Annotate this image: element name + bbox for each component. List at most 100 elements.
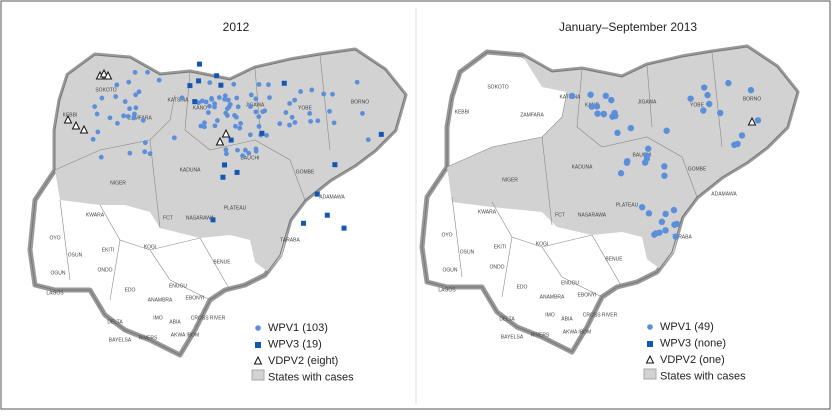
wpv1-case — [256, 81, 262, 87]
state-label: BAYELSA — [501, 334, 524, 340]
wpv1-case — [289, 114, 295, 120]
state-label: GOMBE — [688, 166, 707, 172]
wpv3-case — [210, 217, 216, 223]
wpv3-case — [378, 131, 384, 137]
state-label: NIGER — [110, 180, 126, 186]
state-border — [576, 68, 698, 198]
wpv1-case — [132, 111, 137, 117]
wpv3-case — [196, 78, 202, 84]
wpv1-case — [315, 118, 321, 124]
state-label: BORNO — [351, 99, 369, 105]
wpv1-case — [298, 89, 303, 94]
state-label: KATSINA — [167, 97, 189, 103]
wpv1-case — [237, 125, 243, 131]
state-label: OGUN — [51, 270, 66, 276]
wpv1-case — [287, 122, 292, 128]
state-label: ADAMAWA — [319, 194, 345, 200]
wpv3-case — [187, 83, 193, 89]
state-label: LAGOS — [438, 287, 456, 293]
wpv1-case — [662, 227, 669, 234]
state-label: ABIA — [169, 319, 181, 325]
wpv3-case — [332, 162, 338, 168]
state-label: KOGI — [144, 244, 157, 250]
state-border — [541, 136, 553, 226]
wpv1-case — [602, 92, 610, 100]
state-label: CROSS RIVER — [191, 315, 226, 321]
state-label: AKWA IBOM — [563, 329, 591, 335]
wpv1-case — [717, 109, 724, 117]
wpv1-case — [122, 99, 128, 104]
state-label: PLATEAU — [224, 205, 247, 211]
vdpv2-case — [747, 116, 757, 126]
wpv1-case — [198, 123, 204, 129]
state-label: IMO — [153, 315, 163, 321]
wpv1-case — [593, 103, 601, 110]
wpv1-case — [658, 218, 666, 226]
state-label: YOBE — [690, 102, 705, 108]
wpv1-case — [90, 136, 96, 142]
state-label: BAYELSA — [109, 337, 132, 343]
wpv1-case — [266, 82, 271, 88]
wpv1-case — [179, 95, 185, 101]
wpv1-case — [614, 129, 621, 137]
state-label: FCT — [555, 212, 565, 218]
wpv1-case — [205, 110, 211, 115]
wpv1-case — [209, 97, 215, 102]
wpv1-case — [171, 135, 177, 141]
vdpv2-case — [79, 124, 89, 134]
wpv1-case — [133, 105, 139, 111]
wpv1-case — [127, 150, 133, 156]
wpv1-case — [94, 111, 100, 117]
legend-label: States with cases — [268, 371, 354, 383]
wpv3-case — [196, 61, 202, 67]
wpv1-case — [627, 124, 635, 132]
panel-title: 2012 — [223, 20, 250, 34]
wpv1-case — [142, 140, 148, 146]
state-label: LAGOS — [46, 290, 64, 296]
vdpv2-case — [71, 120, 81, 130]
legend-label: VDPV2 (one) — [660, 354, 725, 366]
state-label: SOKOTO — [95, 87, 116, 93]
state-border — [646, 64, 653, 128]
wpv1-case — [202, 120, 207, 126]
state-border — [109, 239, 121, 301]
state-label: PLATEAU — [616, 202, 639, 208]
wpv1-case — [292, 97, 298, 103]
wpv1-case — [568, 92, 576, 100]
wpv1-case — [700, 84, 708, 91]
wpv1-case — [670, 206, 678, 214]
wpv1-case — [231, 81, 237, 87]
wpv1-case — [706, 100, 713, 108]
state-label: BENUE — [605, 256, 623, 262]
wpv1-case — [256, 114, 262, 120]
wpv1-case — [641, 159, 649, 166]
state-label: ABIA — [561, 316, 573, 322]
wpv1-case — [725, 79, 732, 87]
wpv1-case — [115, 120, 120, 126]
wpv1-case — [125, 114, 131, 119]
state-border — [184, 71, 306, 201]
wpv1-case — [253, 96, 259, 102]
wpv1-case — [206, 103, 212, 109]
wpv1-case — [107, 115, 113, 121]
legend-key — [647, 324, 653, 330]
wpv1-case — [234, 95, 240, 101]
wpv3-case — [214, 73, 220, 79]
state-label: TARABA — [280, 237, 300, 243]
wpv1-case — [267, 95, 272, 101]
wpv1-case — [234, 114, 239, 120]
wpv1-case — [136, 89, 142, 95]
state-label: KANO — [193, 105, 207, 111]
state-label: EBONYI — [186, 295, 205, 301]
wpv1-case — [672, 233, 680, 240]
wpv1-case — [140, 117, 146, 123]
wpv1-case — [99, 95, 105, 101]
wpv1-case — [671, 221, 678, 228]
wpv1-case — [126, 79, 132, 85]
wpv1-case — [199, 98, 205, 104]
legend-label: WPV1 (103) — [268, 322, 328, 334]
state-label: ZAMFARA — [128, 115, 152, 121]
wpv1-case — [307, 111, 313, 116]
wpv1-case — [147, 151, 153, 157]
wpv1-case — [738, 132, 746, 139]
